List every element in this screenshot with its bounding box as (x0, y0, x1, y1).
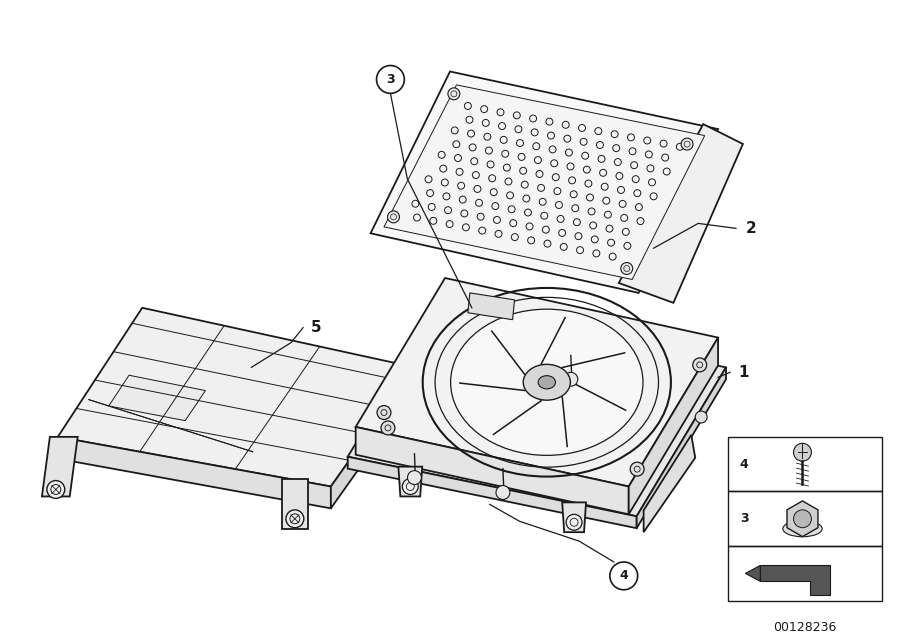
Bar (728, 492, 882, 546)
Text: 1: 1 (738, 365, 749, 380)
Circle shape (681, 138, 693, 150)
Circle shape (610, 562, 638, 590)
Circle shape (377, 406, 391, 420)
Circle shape (402, 478, 418, 494)
Ellipse shape (523, 364, 571, 400)
Circle shape (621, 263, 633, 275)
Polygon shape (58, 437, 331, 508)
Circle shape (630, 462, 644, 476)
Circle shape (408, 471, 421, 485)
Ellipse shape (783, 521, 822, 537)
Polygon shape (629, 338, 718, 515)
Circle shape (448, 88, 460, 100)
Circle shape (388, 211, 400, 223)
Circle shape (47, 481, 65, 499)
Polygon shape (760, 565, 830, 595)
Polygon shape (468, 293, 515, 320)
Text: 2: 2 (746, 221, 757, 236)
Ellipse shape (451, 309, 643, 455)
Circle shape (794, 443, 812, 461)
Circle shape (376, 66, 404, 93)
Polygon shape (787, 501, 818, 537)
Polygon shape (42, 437, 77, 497)
Polygon shape (399, 467, 422, 497)
Text: 4: 4 (740, 458, 749, 471)
Circle shape (496, 485, 510, 499)
Polygon shape (384, 85, 705, 279)
Text: 00128236: 00128236 (773, 621, 837, 633)
Text: 3: 3 (740, 512, 749, 525)
Polygon shape (347, 457, 636, 529)
Polygon shape (562, 502, 586, 532)
Polygon shape (58, 308, 415, 487)
Circle shape (381, 421, 395, 435)
Polygon shape (745, 565, 760, 581)
Polygon shape (371, 71, 718, 293)
Bar (728, 437, 882, 492)
Ellipse shape (538, 376, 555, 389)
Circle shape (566, 515, 582, 530)
Polygon shape (356, 427, 629, 515)
Polygon shape (415, 368, 441, 400)
Circle shape (695, 411, 707, 423)
Polygon shape (282, 479, 308, 529)
Polygon shape (619, 124, 742, 303)
Text: 3: 3 (386, 73, 395, 86)
Polygon shape (331, 368, 415, 508)
Polygon shape (109, 375, 205, 420)
Polygon shape (356, 278, 718, 487)
Polygon shape (347, 308, 726, 516)
Text: 4: 4 (619, 569, 628, 583)
Polygon shape (644, 435, 695, 532)
Circle shape (286, 510, 304, 528)
Polygon shape (636, 368, 726, 529)
Circle shape (564, 372, 578, 386)
Circle shape (794, 510, 812, 528)
Text: 5: 5 (311, 320, 321, 335)
Bar (728, 546, 882, 600)
Circle shape (693, 358, 706, 372)
